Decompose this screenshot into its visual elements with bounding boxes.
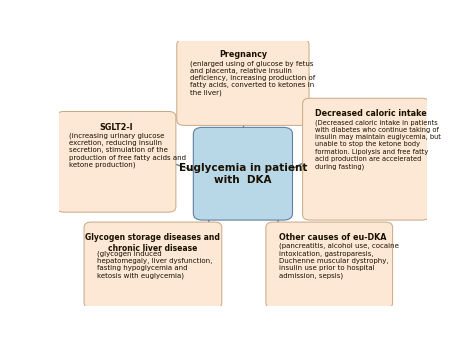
FancyBboxPatch shape bbox=[302, 98, 429, 220]
FancyBboxPatch shape bbox=[266, 222, 392, 308]
FancyBboxPatch shape bbox=[177, 39, 309, 125]
Text: (pancreatitis, alcohol use, cocaine
intoxication, gastroparesis,
Duchenne muscul: (pancreatitis, alcohol use, cocaine into… bbox=[279, 243, 399, 279]
Text: (increasing urinary glucose
excretion, reducing insulin
secretion, stimulation o: (increasing urinary glucose excretion, r… bbox=[69, 132, 186, 168]
FancyBboxPatch shape bbox=[193, 127, 292, 220]
Text: Euglycemia in patient
with  DKA: Euglycemia in patient with DKA bbox=[179, 163, 307, 184]
Text: Other causes of eu-DKA: Other causes of eu-DKA bbox=[279, 233, 386, 242]
Text: Pregnancy: Pregnancy bbox=[219, 51, 267, 60]
Text: (Decreased caloric intake in patients
with diabetes who continue taking of
insul: (Decreased caloric intake in patients wi… bbox=[316, 119, 441, 170]
Text: Glycogen storage diseases and
chronic liver disease: Glycogen storage diseases and chronic li… bbox=[85, 233, 220, 252]
Text: SGLT2-I: SGLT2-I bbox=[100, 122, 133, 132]
FancyBboxPatch shape bbox=[56, 111, 176, 212]
Text: (enlarged using of glucose by fetus
and placenta, relative insulin
deficiency, i: (enlarged using of glucose by fetus and … bbox=[190, 60, 315, 96]
FancyBboxPatch shape bbox=[84, 222, 222, 308]
Text: Decreased caloric intake: Decreased caloric intake bbox=[316, 109, 427, 118]
Text: (glycogen induced
hepatomegaly, liver dysfunction,
fasting hypoglycemia and
keto: (glycogen induced hepatomegaly, liver dy… bbox=[97, 250, 212, 279]
